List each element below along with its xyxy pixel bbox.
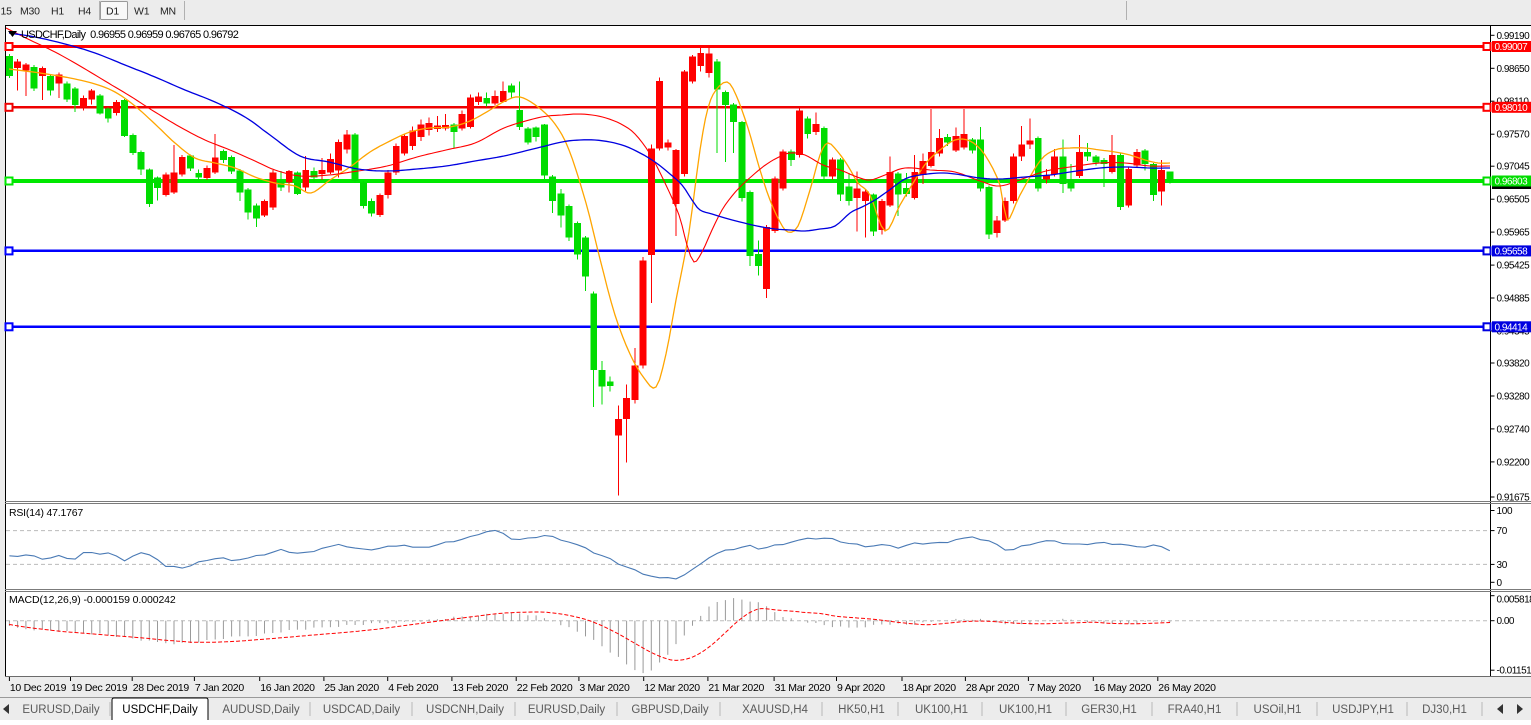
svg-text:DJ30,H1: DJ30,H1 (1422, 704, 1467, 716)
svg-text:7 May 2020: 7 May 2020 (1029, 682, 1081, 694)
svg-text:0.95965: 0.95965 (1497, 228, 1531, 239)
svg-text:USOil,H1: USOil,H1 (1254, 704, 1302, 716)
svg-text:USDJPY,H1: USDJPY,H1 (1332, 704, 1394, 716)
svg-text:-0.011510: -0.011510 (1497, 666, 1531, 677)
svg-text:13 Feb 2020: 13 Feb 2020 (452, 682, 508, 694)
svg-text:16 Jan 2020: 16 Jan 2020 (260, 682, 315, 694)
svg-text:0.00: 0.00 (1497, 616, 1515, 627)
svg-text:AUDUSD,Daily: AUDUSD,Daily (222, 704, 300, 716)
svg-text:9 Apr 2020: 9 Apr 2020 (837, 682, 885, 694)
svg-text:25 Jan 2020: 25 Jan 2020 (324, 682, 379, 694)
svg-text:HK50,H1: HK50,H1 (838, 704, 885, 716)
svg-text:0.98650: 0.98650 (1497, 64, 1531, 75)
svg-text:W1: W1 (134, 6, 150, 18)
svg-text:30: 30 (1497, 560, 1508, 571)
svg-text:EURUSD,Daily: EURUSD,Daily (528, 704, 606, 716)
svg-text:28 Apr 2020: 28 Apr 2020 (966, 682, 1020, 694)
svg-text:7 Jan 2020: 7 Jan 2020 (195, 682, 244, 694)
svg-text:22 Feb 2020: 22 Feb 2020 (517, 682, 573, 694)
svg-text:18 Apr 2020: 18 Apr 2020 (903, 682, 957, 694)
svg-text:USDCHF,Daily: USDCHF,Daily (122, 704, 198, 716)
svg-text:0: 0 (1497, 578, 1503, 589)
svg-text:0.97570: 0.97570 (1497, 130, 1531, 141)
svg-text:0.96803: 0.96803 (1495, 177, 1529, 188)
svg-text:MN: MN (160, 6, 176, 18)
svg-text:GER30,H1: GER30,H1 (1081, 704, 1137, 716)
svg-text:0.005818: 0.005818 (1497, 595, 1531, 606)
svg-text:10 Dec 2019: 10 Dec 2019 (10, 682, 67, 694)
svg-text:0.93280: 0.93280 (1497, 392, 1531, 403)
svg-text:0.94414: 0.94414 (1495, 322, 1529, 333)
svg-text:100: 100 (1497, 506, 1514, 517)
svg-text:0.96505: 0.96505 (1497, 195, 1531, 206)
svg-text:GBPUSD,Daily: GBPUSD,Daily (631, 704, 709, 716)
svg-text:0.92200: 0.92200 (1497, 457, 1531, 468)
svg-text:0.92740: 0.92740 (1497, 424, 1531, 435)
svg-text:21 Mar 2020: 21 Mar 2020 (708, 682, 764, 694)
svg-text:0.99190: 0.99190 (1497, 31, 1531, 42)
svg-text:USDCHF,Daily 0.96955 0.96959: USDCHF,Daily 0.96955 0.96959 0.96765 0.9… (21, 29, 239, 41)
svg-text:0.98010: 0.98010 (1495, 103, 1529, 114)
svg-text:D1: D1 (106, 6, 119, 18)
svg-text:19 Dec 2019: 19 Dec 2019 (71, 682, 128, 694)
svg-text:USDCNH,Daily: USDCNH,Daily (426, 704, 504, 716)
svg-text:12 Mar 2020: 12 Mar 2020 (644, 682, 700, 694)
svg-text:28 Dec 2019: 28 Dec 2019 (133, 682, 190, 694)
svg-text:RSI(14) 47.1767: RSI(14) 47.1767 (9, 507, 83, 519)
svg-text:15: 15 (1, 6, 13, 18)
svg-text:4 Feb 2020: 4 Feb 2020 (388, 682, 439, 694)
svg-text:H1: H1 (51, 6, 64, 18)
svg-text:31 Mar 2020: 31 Mar 2020 (775, 682, 831, 694)
svg-text:16 May 2020: 16 May 2020 (1094, 682, 1152, 694)
svg-text:H4: H4 (78, 6, 91, 18)
svg-text:XAUUSD,H4: XAUUSD,H4 (742, 704, 808, 716)
svg-text:UK100,H1: UK100,H1 (915, 704, 968, 716)
svg-text:MACD(12,26,9) -0.000159 0.0002: MACD(12,26,9) -0.000159 0.000242 (9, 594, 176, 606)
svg-text:0.99007: 0.99007 (1495, 42, 1529, 53)
svg-text:UK100,H1: UK100,H1 (999, 704, 1052, 716)
svg-text:0.97045: 0.97045 (1497, 162, 1531, 173)
svg-text:0.95425: 0.95425 (1497, 261, 1531, 272)
svg-text:26 May 2020: 26 May 2020 (1158, 682, 1216, 694)
svg-text:USDCAD,Daily: USDCAD,Daily (323, 704, 401, 716)
svg-text:70: 70 (1497, 526, 1508, 537)
svg-text:FRA40,H1: FRA40,H1 (1168, 704, 1222, 716)
svg-text:EURUSD,Daily: EURUSD,Daily (22, 704, 100, 716)
svg-text:0.94885: 0.94885 (1497, 294, 1531, 305)
svg-text:3 Mar 2020: 3 Mar 2020 (579, 682, 630, 694)
svg-text:0.95658: 0.95658 (1495, 246, 1529, 257)
svg-text:0.93820: 0.93820 (1497, 359, 1531, 370)
svg-text:M30: M30 (20, 6, 40, 18)
